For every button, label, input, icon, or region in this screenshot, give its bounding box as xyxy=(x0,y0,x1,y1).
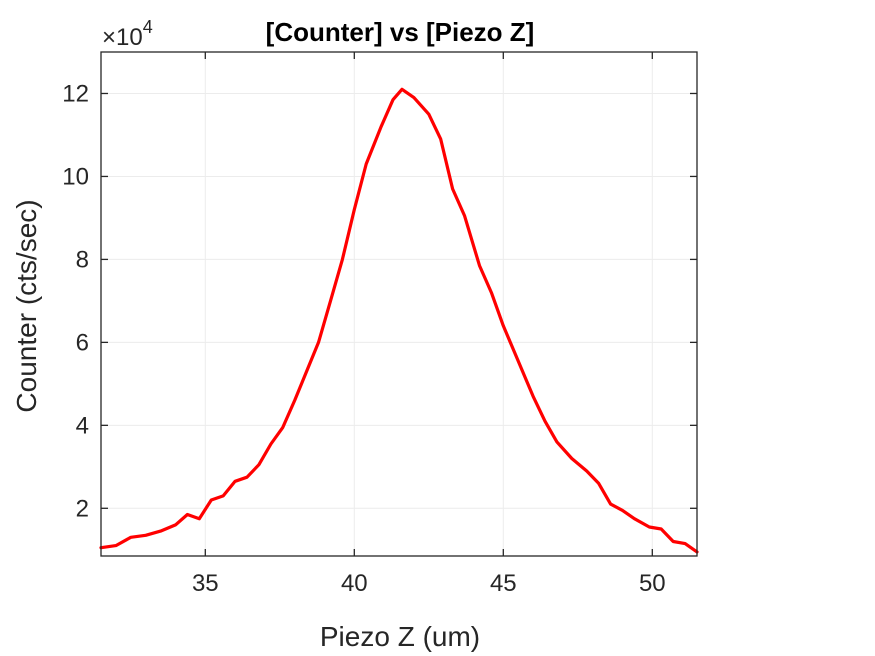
series-line-0 xyxy=(99,87,699,554)
axes-box xyxy=(100,51,698,557)
grid xyxy=(101,52,697,556)
plot-area xyxy=(99,87,699,554)
y-tick-label: 2 xyxy=(76,495,89,522)
y-multiplier-base: ×10 xyxy=(102,24,143,51)
x-tick-label: 45 xyxy=(490,570,517,597)
y-tick-label: 10 xyxy=(62,163,89,190)
y-tick-label: 12 xyxy=(62,80,89,107)
ticks: 35 40 45 50 2 4 6 8 10 12 xyxy=(62,52,697,597)
y-tick-label: 6 xyxy=(76,329,89,356)
x-tick-label: 40 xyxy=(341,570,368,597)
x-tick-label: 50 xyxy=(639,570,666,597)
y-tick-label: 8 xyxy=(76,246,89,273)
y-axis-label: Counter (cts/sec) xyxy=(11,199,42,412)
y-multiplier: ×104 xyxy=(102,17,153,51)
x-tick-label: 35 xyxy=(192,570,219,597)
y-multiplier-exponent: 4 xyxy=(143,17,153,37)
y-tick-label: 4 xyxy=(76,412,89,439)
x-axis-label: Piezo Z (um) xyxy=(320,621,480,652)
chart-title: [Counter] vs [Piezo Z] xyxy=(266,17,535,47)
